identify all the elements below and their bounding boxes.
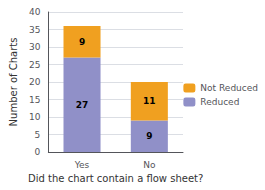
svg-text:5: 5	[35, 130, 41, 140]
svg-text:40: 40	[29, 7, 41, 17]
svg-text:Did the chart contain a flow s: Did the chart contain a flow sheet?	[28, 173, 203, 184]
svg-text:27: 27	[76, 100, 89, 110]
svg-text:20: 20	[29, 77, 41, 87]
svg-text:Yes: Yes	[74, 160, 90, 170]
svg-text:9: 9	[146, 131, 152, 141]
svg-text:Number of Charts: Number of Charts	[8, 38, 19, 127]
svg-text:25: 25	[29, 60, 40, 70]
svg-text:Reduced: Reduced	[200, 97, 239, 107]
svg-text:0: 0	[35, 147, 41, 157]
svg-text:No: No	[143, 160, 156, 170]
svg-text:Not Reduced: Not Reduced	[200, 83, 258, 93]
svg-text:15: 15	[29, 95, 40, 105]
svg-text:10: 10	[29, 112, 41, 122]
svg-text:30: 30	[29, 42, 41, 52]
svg-text:35: 35	[29, 25, 40, 35]
svg-text:9: 9	[79, 37, 85, 47]
svg-text:11: 11	[143, 96, 156, 106]
